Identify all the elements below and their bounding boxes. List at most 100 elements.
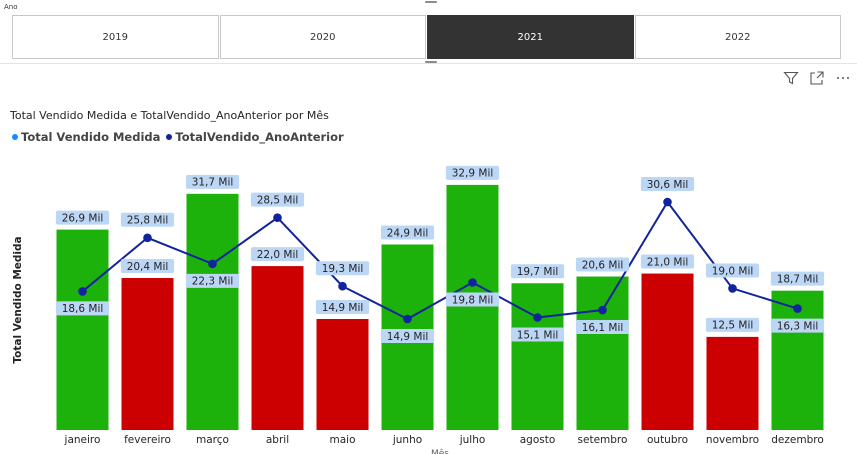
- line-point-dezembro: [793, 304, 802, 313]
- slicer-label: Ano: [4, 3, 18, 11]
- chart-title: Total Vendido Medida e TotalVendido_AnoA…: [10, 109, 329, 122]
- bar-label-agosto-bg: [510, 264, 565, 279]
- bar-label-junho-bg: [380, 225, 435, 240]
- bar-label-novembro-bg: [705, 317, 760, 332]
- year-button-2022[interactable]: 2022: [634, 15, 841, 59]
- line-point-abril: [273, 213, 282, 222]
- legend-label-bar: Total Vendido Medida: [21, 130, 161, 144]
- line-label-julho-bg: [445, 292, 500, 307]
- line-label-agosto-bg: [510, 327, 565, 342]
- x-axis-title: Mês: [431, 448, 449, 454]
- bar-março: [186, 193, 239, 430]
- year-button-2020[interactable]: 2020: [219, 15, 426, 59]
- filter-icon[interactable]: [783, 70, 799, 86]
- focus-mode-icon[interactable]: [809, 70, 825, 86]
- bar-novembro: [706, 336, 759, 430]
- line-label-dezembro: 16,3 Mil: [777, 320, 819, 332]
- bar-fevereiro: [121, 278, 174, 430]
- bar-agosto: [511, 283, 564, 430]
- line-label-fevereiro-bg: [120, 212, 175, 227]
- x-tick-setembro: setembro: [578, 434, 628, 446]
- line-point-janeiro: [78, 287, 87, 296]
- line-point-outubro: [663, 197, 672, 207]
- bar-label-dezembro: 18,7 Mil: [777, 273, 819, 285]
- line-point-agosto: [533, 313, 542, 322]
- year-button-2019[interactable]: 2019: [12, 15, 219, 59]
- line-label-fevereiro: 25,8 Mil: [127, 215, 169, 227]
- line-label-outubro-bg: [640, 177, 695, 192]
- bar-label-fevereiro: 20,4 Mil: [127, 261, 169, 273]
- line-point-março: [208, 259, 217, 269]
- chart-legend: Total Vendido Medida TotalVendido_AnoAnt…: [12, 130, 344, 144]
- line-label-abril: 28,5 Mil: [257, 194, 299, 206]
- x-tick-dezembro: dezembro: [771, 434, 824, 446]
- x-tick-janeiro: janeiro: [64, 434, 101, 446]
- x-tick-julho: julho: [459, 434, 486, 446]
- line-label-janeiro: 18,6 Mil: [62, 303, 104, 315]
- x-tick-novembro: novembro: [706, 434, 759, 446]
- bar-setembro: [576, 276, 629, 430]
- year-button-2021[interactable]: 2021: [427, 15, 634, 59]
- bar-label-outubro: 21,0 Mil: [647, 256, 689, 268]
- line-label-julho: 19,8 Mil: [452, 294, 494, 306]
- bar-label-dezembro-bg: [770, 271, 825, 286]
- legend-marker-line: [166, 134, 173, 140]
- line-label-abril-bg: [250, 192, 305, 207]
- bar-label-novembro: 12,5 Mil: [712, 320, 754, 332]
- bar-label-maio-bg: [315, 299, 370, 314]
- line-label-novembro-bg: [705, 263, 760, 278]
- line-point-fevereiro: [143, 233, 152, 243]
- more-options-icon[interactable]: [835, 70, 851, 86]
- bar-label-janeiro-bg: [55, 210, 110, 225]
- bar-julho: [446, 184, 499, 430]
- line-point-junho: [403, 314, 412, 324]
- x-tick-fevereiro: fevereiro: [124, 434, 171, 446]
- bar-label-abril-bg: [250, 247, 305, 262]
- legend-item-bar[interactable]: Total Vendido Medida: [12, 130, 160, 144]
- bar-label-julho: 32,9 Mil: [452, 168, 494, 180]
- line-label-maio-bg: [315, 261, 370, 276]
- bar-label-março: 31,7 Mil: [192, 177, 234, 189]
- line-label-março-bg: [185, 273, 240, 288]
- bar-label-setembro-bg: [575, 257, 630, 272]
- bar-label-fevereiro-bg: [120, 259, 175, 274]
- y-axis-title: Total Vendido Medida: [12, 236, 24, 363]
- bar-dezembro: [771, 290, 824, 430]
- bar-outubro: [641, 273, 694, 430]
- x-tick-maio: maio: [329, 434, 355, 446]
- line-point-maio: [338, 281, 347, 291]
- line-point-novembro: [728, 284, 737, 293]
- line-point-julho: [468, 278, 477, 287]
- x-tick-março: março: [196, 434, 229, 446]
- visual-toolbar: [783, 70, 851, 86]
- bar-label-maio: 14,9 Mil: [322, 302, 364, 314]
- year-slicer: 2019 2020 2021 2022: [12, 15, 841, 59]
- resize-handle-top[interactable]: [425, 1, 437, 3]
- bar-label-abril: 22,0 Mil: [257, 249, 299, 261]
- bar-label-agosto: 19,7 Mil: [517, 266, 559, 278]
- bar-label-junho: 24,9 Mil: [387, 227, 429, 239]
- bar-label-setembro: 20,6 Mil: [582, 259, 624, 271]
- bar-maio: [316, 318, 369, 430]
- legend-marker-bar: [12, 134, 18, 140]
- legend-label-line: TotalVendido_AnoAnterior: [175, 130, 344, 144]
- x-tick-agosto: agosto: [520, 434, 556, 446]
- x-tick-junho: junho: [392, 434, 422, 446]
- bar-label-janeiro: 26,9 Mil: [62, 212, 104, 224]
- line-label-dezembro-bg: [770, 318, 825, 333]
- legend-item-line[interactable]: TotalVendido_AnoAnterior: [166, 130, 344, 144]
- x-tick-abril: abril: [266, 434, 289, 446]
- line-label-maio: 19,3 Mil: [322, 263, 364, 275]
- line-label-março: 22,3 Mil: [192, 276, 234, 288]
- bar-janeiro: [56, 229, 109, 430]
- bar-label-julho-bg: [445, 165, 500, 180]
- bar-label-outubro-bg: [640, 254, 695, 269]
- line-label-setembro: 16,1 Mil: [582, 322, 624, 334]
- line-label-setembro-bg: [575, 320, 630, 335]
- x-tick-outubro: outubro: [647, 434, 688, 446]
- resize-handle-bottom[interactable]: [425, 61, 437, 63]
- line-label-junho: 14,9 Mil: [387, 331, 429, 343]
- bar-abril: [251, 266, 304, 430]
- line-series-anoanterior: [81, 200, 798, 321]
